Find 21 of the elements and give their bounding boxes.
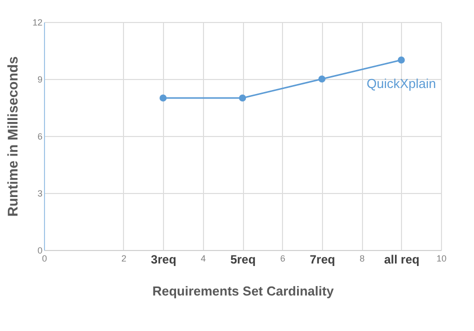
y-tick-label: 12 <box>32 18 42 28</box>
x-tick-label: 6 <box>280 254 286 264</box>
x-tick-label: 4 <box>200 254 206 264</box>
point <box>160 94 167 102</box>
x-tick-label: all req <box>384 252 420 266</box>
x-tick-label: 5req <box>230 252 256 266</box>
y-tick-label: 9 <box>37 74 42 84</box>
x-tick-label: 10 <box>436 254 447 264</box>
x-tick-label: 8 <box>360 254 365 264</box>
x-tick-label: 3req <box>150 252 176 266</box>
y-tick-label: 6 <box>37 132 42 142</box>
y-axis-title: Runtime in Milliseconds <box>4 56 20 217</box>
point <box>398 56 405 64</box>
y-tick-label: 0 <box>37 246 42 256</box>
x-axis-title: Requirements Set Cardinality <box>152 284 334 298</box>
point <box>318 75 326 83</box>
x-tick-label: 2 <box>121 254 126 264</box>
point <box>238 94 246 102</box>
x-tick-label: 7req <box>310 252 336 266</box>
series-label: QuickXplain <box>366 76 436 91</box>
y-tick-label: 3 <box>37 188 42 198</box>
